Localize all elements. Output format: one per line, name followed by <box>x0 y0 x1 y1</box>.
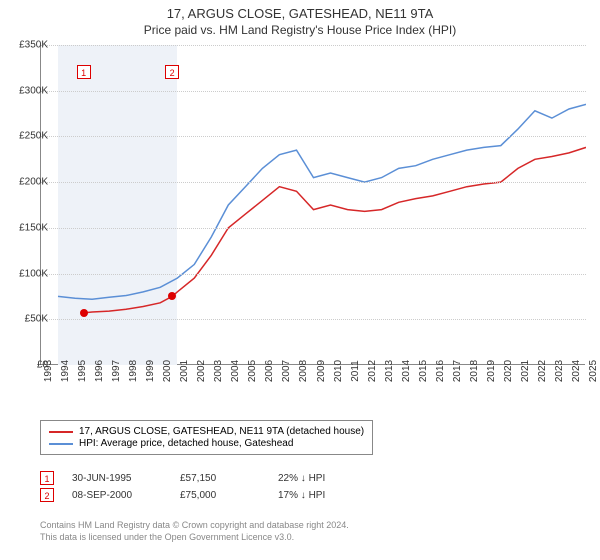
sales-date: 08-SEP-2000 <box>72 490 162 501</box>
chart-container: 17, ARGUS CLOSE, GATESHEAD, NE11 9TA Pri… <box>0 0 600 560</box>
sales-pct: 17% ↓ HPI <box>278 490 378 501</box>
sales-marker: 1 <box>40 471 54 485</box>
gridline <box>41 45 586 46</box>
x-tick-label: 2014 <box>401 360 412 382</box>
x-tick-label: 2002 <box>196 360 207 382</box>
x-tick-label: 1994 <box>60 360 71 382</box>
gridline <box>41 91 586 92</box>
sale-marker-box: 2 <box>165 65 179 79</box>
y-tick-label: £100K <box>19 268 48 279</box>
sales-marker: 2 <box>40 488 54 502</box>
sales-price: £75,000 <box>180 490 260 501</box>
x-tick-label: 2024 <box>571 360 582 382</box>
x-tick-label: 2006 <box>264 360 275 382</box>
legend-swatch <box>49 431 73 433</box>
x-tick-label: 2003 <box>213 360 224 382</box>
x-tick-label: 1998 <box>128 360 139 382</box>
y-tick-label: £50K <box>25 314 48 325</box>
x-tick-label: 2016 <box>435 360 446 382</box>
x-tick-label: 2009 <box>316 360 327 382</box>
x-tick-label: 2020 <box>503 360 514 382</box>
y-tick-label: £200K <box>19 177 48 188</box>
x-tick-label: 2021 <box>520 360 531 382</box>
x-tick-label: 2010 <box>333 360 344 382</box>
legend-row: 17, ARGUS CLOSE, GATESHEAD, NE11 9TA (de… <box>49 426 364 437</box>
gridline <box>41 319 586 320</box>
legend-label: 17, ARGUS CLOSE, GATESHEAD, NE11 9TA (de… <box>79 426 364 437</box>
x-tick-label: 2025 <box>588 360 599 382</box>
x-tick-label: 2017 <box>452 360 463 382</box>
x-tick-label: 2019 <box>486 360 497 382</box>
x-tick-label: 2011 <box>350 360 361 382</box>
x-tick-label: 1996 <box>94 360 105 382</box>
sale-dot <box>80 309 88 317</box>
sale-dot <box>168 292 176 300</box>
sales-row: 1 30-JUN-1995 £57,150 22% ↓ HPI <box>40 471 378 485</box>
title-block: 17, ARGUS CLOSE, GATESHEAD, NE11 9TA Pri… <box>0 0 600 39</box>
x-tick-label: 2018 <box>469 360 480 382</box>
y-tick-label: £350K <box>19 40 48 51</box>
x-tick-label: 2008 <box>298 360 309 382</box>
x-tick-label: 1997 <box>111 360 122 382</box>
x-tick-label: 2012 <box>367 360 378 382</box>
y-tick-label: £150K <box>19 222 48 233</box>
x-tick-label: 2000 <box>162 360 173 382</box>
x-tick-label: 1995 <box>77 360 88 382</box>
gridline <box>41 228 586 229</box>
x-tick-label: 2005 <box>247 360 258 382</box>
x-tick-label: 1999 <box>145 360 156 382</box>
legend-swatch <box>49 443 73 445</box>
x-tick-label: 2004 <box>230 360 241 382</box>
legend: 17, ARGUS CLOSE, GATESHEAD, NE11 9TA (de… <box>40 420 373 455</box>
sales-date: 30-JUN-1995 <box>72 473 162 484</box>
x-tick-label: 1993 <box>43 360 54 382</box>
legend-row: HPI: Average price, detached house, Gate… <box>49 438 364 449</box>
x-tick-label: 2015 <box>418 360 429 382</box>
footer-line2: This data is licensed under the Open Gov… <box>40 532 349 544</box>
sales-row: 2 08-SEP-2000 £75,000 17% ↓ HPI <box>40 488 378 502</box>
x-tick-label: 2001 <box>179 360 190 382</box>
legend-label: HPI: Average price, detached house, Gate… <box>79 438 293 449</box>
gridline <box>41 136 586 137</box>
chart-area: 12 £0£50K£100K£150K£200K£250K£300K£350K1… <box>40 45 600 395</box>
y-tick-label: £250K <box>19 131 48 142</box>
y-tick-label: £300K <box>19 85 48 96</box>
x-tick-label: 2023 <box>554 360 565 382</box>
title-sub: Price paid vs. HM Land Registry's House … <box>0 23 600 37</box>
x-tick-label: 2007 <box>281 360 292 382</box>
series-hpi <box>58 104 586 299</box>
x-tick-label: 2022 <box>537 360 548 382</box>
sales-table: 1 30-JUN-1995 £57,150 22% ↓ HPI 2 08-SEP-2000… <box>40 468 378 505</box>
title-main: 17, ARGUS CLOSE, GATESHEAD, NE11 9TA <box>0 6 600 21</box>
line-svg <box>41 45 586 365</box>
gridline <box>41 182 586 183</box>
footer-line1: Contains HM Land Registry data © Crown c… <box>40 520 349 532</box>
sale-marker-box: 1 <box>77 65 91 79</box>
x-tick-label: 2013 <box>384 360 395 382</box>
footer: Contains HM Land Registry data © Crown c… <box>40 520 349 543</box>
sales-price: £57,150 <box>180 473 260 484</box>
gridline <box>41 274 586 275</box>
plot: 12 <box>40 45 585 365</box>
sales-pct: 22% ↓ HPI <box>278 473 378 484</box>
